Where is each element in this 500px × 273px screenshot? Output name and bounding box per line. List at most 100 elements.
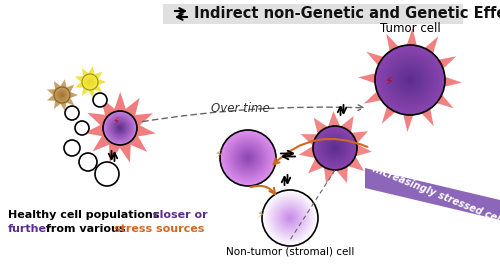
Circle shape	[87, 79, 93, 85]
Circle shape	[119, 127, 121, 129]
Circle shape	[331, 144, 339, 152]
Circle shape	[224, 134, 272, 182]
Circle shape	[401, 71, 419, 89]
Text: Non-tumor (stromal) cell: Non-tumor (stromal) cell	[226, 247, 354, 257]
Circle shape	[287, 215, 293, 221]
Circle shape	[323, 136, 347, 160]
Circle shape	[244, 155, 252, 162]
Circle shape	[118, 126, 122, 130]
Circle shape	[103, 111, 137, 145]
Circle shape	[238, 147, 258, 168]
Circle shape	[408, 78, 412, 82]
Circle shape	[54, 87, 70, 103]
Circle shape	[107, 115, 133, 141]
Circle shape	[88, 81, 92, 84]
Circle shape	[329, 142, 341, 154]
Circle shape	[400, 70, 420, 90]
Circle shape	[328, 141, 342, 155]
Circle shape	[82, 74, 98, 90]
Polygon shape	[47, 79, 78, 111]
Circle shape	[314, 127, 356, 169]
Circle shape	[110, 118, 130, 138]
Circle shape	[279, 207, 301, 229]
Circle shape	[264, 191, 316, 245]
Circle shape	[332, 145, 338, 151]
Circle shape	[379, 49, 441, 111]
Circle shape	[65, 106, 79, 120]
Circle shape	[404, 74, 416, 86]
Circle shape	[86, 78, 94, 86]
Circle shape	[56, 89, 68, 101]
Text: Increasingly stressed cells: Increasingly stressed cells	[370, 164, 500, 228]
Circle shape	[314, 127, 356, 170]
Circle shape	[334, 147, 336, 149]
Circle shape	[324, 138, 345, 158]
Circle shape	[390, 60, 430, 100]
Circle shape	[237, 147, 259, 169]
Circle shape	[104, 113, 136, 143]
Circle shape	[286, 214, 294, 222]
Circle shape	[317, 130, 353, 166]
Circle shape	[330, 144, 340, 152]
Circle shape	[232, 142, 264, 174]
Text: Indirect non-Genetic and Genetic Effects: Indirect non-Genetic and Genetic Effects	[194, 7, 500, 22]
Text: closer or: closer or	[153, 210, 208, 220]
Circle shape	[243, 153, 253, 163]
Circle shape	[88, 80, 92, 84]
Circle shape	[385, 55, 435, 105]
Circle shape	[242, 152, 254, 164]
Circle shape	[328, 140, 342, 156]
Circle shape	[112, 120, 128, 136]
Circle shape	[330, 143, 340, 153]
Circle shape	[64, 140, 80, 156]
Circle shape	[85, 77, 95, 87]
Circle shape	[406, 76, 414, 84]
Circle shape	[399, 69, 421, 91]
Text: Tumor cell: Tumor cell	[380, 22, 440, 34]
Circle shape	[83, 75, 97, 89]
Circle shape	[105, 113, 135, 143]
Circle shape	[234, 143, 262, 173]
Polygon shape	[365, 168, 500, 220]
Circle shape	[268, 195, 312, 241]
Circle shape	[59, 92, 65, 98]
Circle shape	[222, 132, 274, 184]
Circle shape	[288, 216, 292, 220]
Text: Over time: Over time	[210, 102, 270, 114]
Circle shape	[114, 122, 126, 134]
Circle shape	[281, 209, 299, 227]
Circle shape	[326, 139, 344, 157]
Circle shape	[326, 139, 344, 157]
Circle shape	[58, 91, 66, 99]
Circle shape	[284, 212, 296, 224]
Circle shape	[95, 162, 119, 186]
Circle shape	[402, 72, 417, 88]
Circle shape	[266, 194, 314, 242]
Circle shape	[109, 117, 131, 139]
Circle shape	[375, 45, 445, 115]
Circle shape	[61, 94, 63, 96]
Circle shape	[57, 90, 67, 100]
Circle shape	[220, 131, 276, 185]
Circle shape	[110, 117, 130, 139]
Circle shape	[269, 197, 311, 239]
Circle shape	[61, 94, 63, 96]
Circle shape	[234, 145, 262, 171]
Circle shape	[104, 112, 136, 144]
Circle shape	[318, 130, 352, 166]
Circle shape	[239, 149, 257, 167]
Circle shape	[84, 76, 96, 88]
Circle shape	[276, 205, 303, 231]
Circle shape	[270, 198, 310, 238]
Circle shape	[380, 51, 440, 109]
Circle shape	[58, 91, 66, 99]
Circle shape	[116, 124, 124, 132]
Circle shape	[56, 89, 68, 101]
Circle shape	[398, 67, 422, 93]
Circle shape	[386, 56, 434, 104]
Circle shape	[54, 87, 70, 103]
Circle shape	[282, 210, 298, 226]
Circle shape	[320, 134, 350, 162]
Circle shape	[226, 136, 270, 180]
Circle shape	[280, 207, 300, 229]
